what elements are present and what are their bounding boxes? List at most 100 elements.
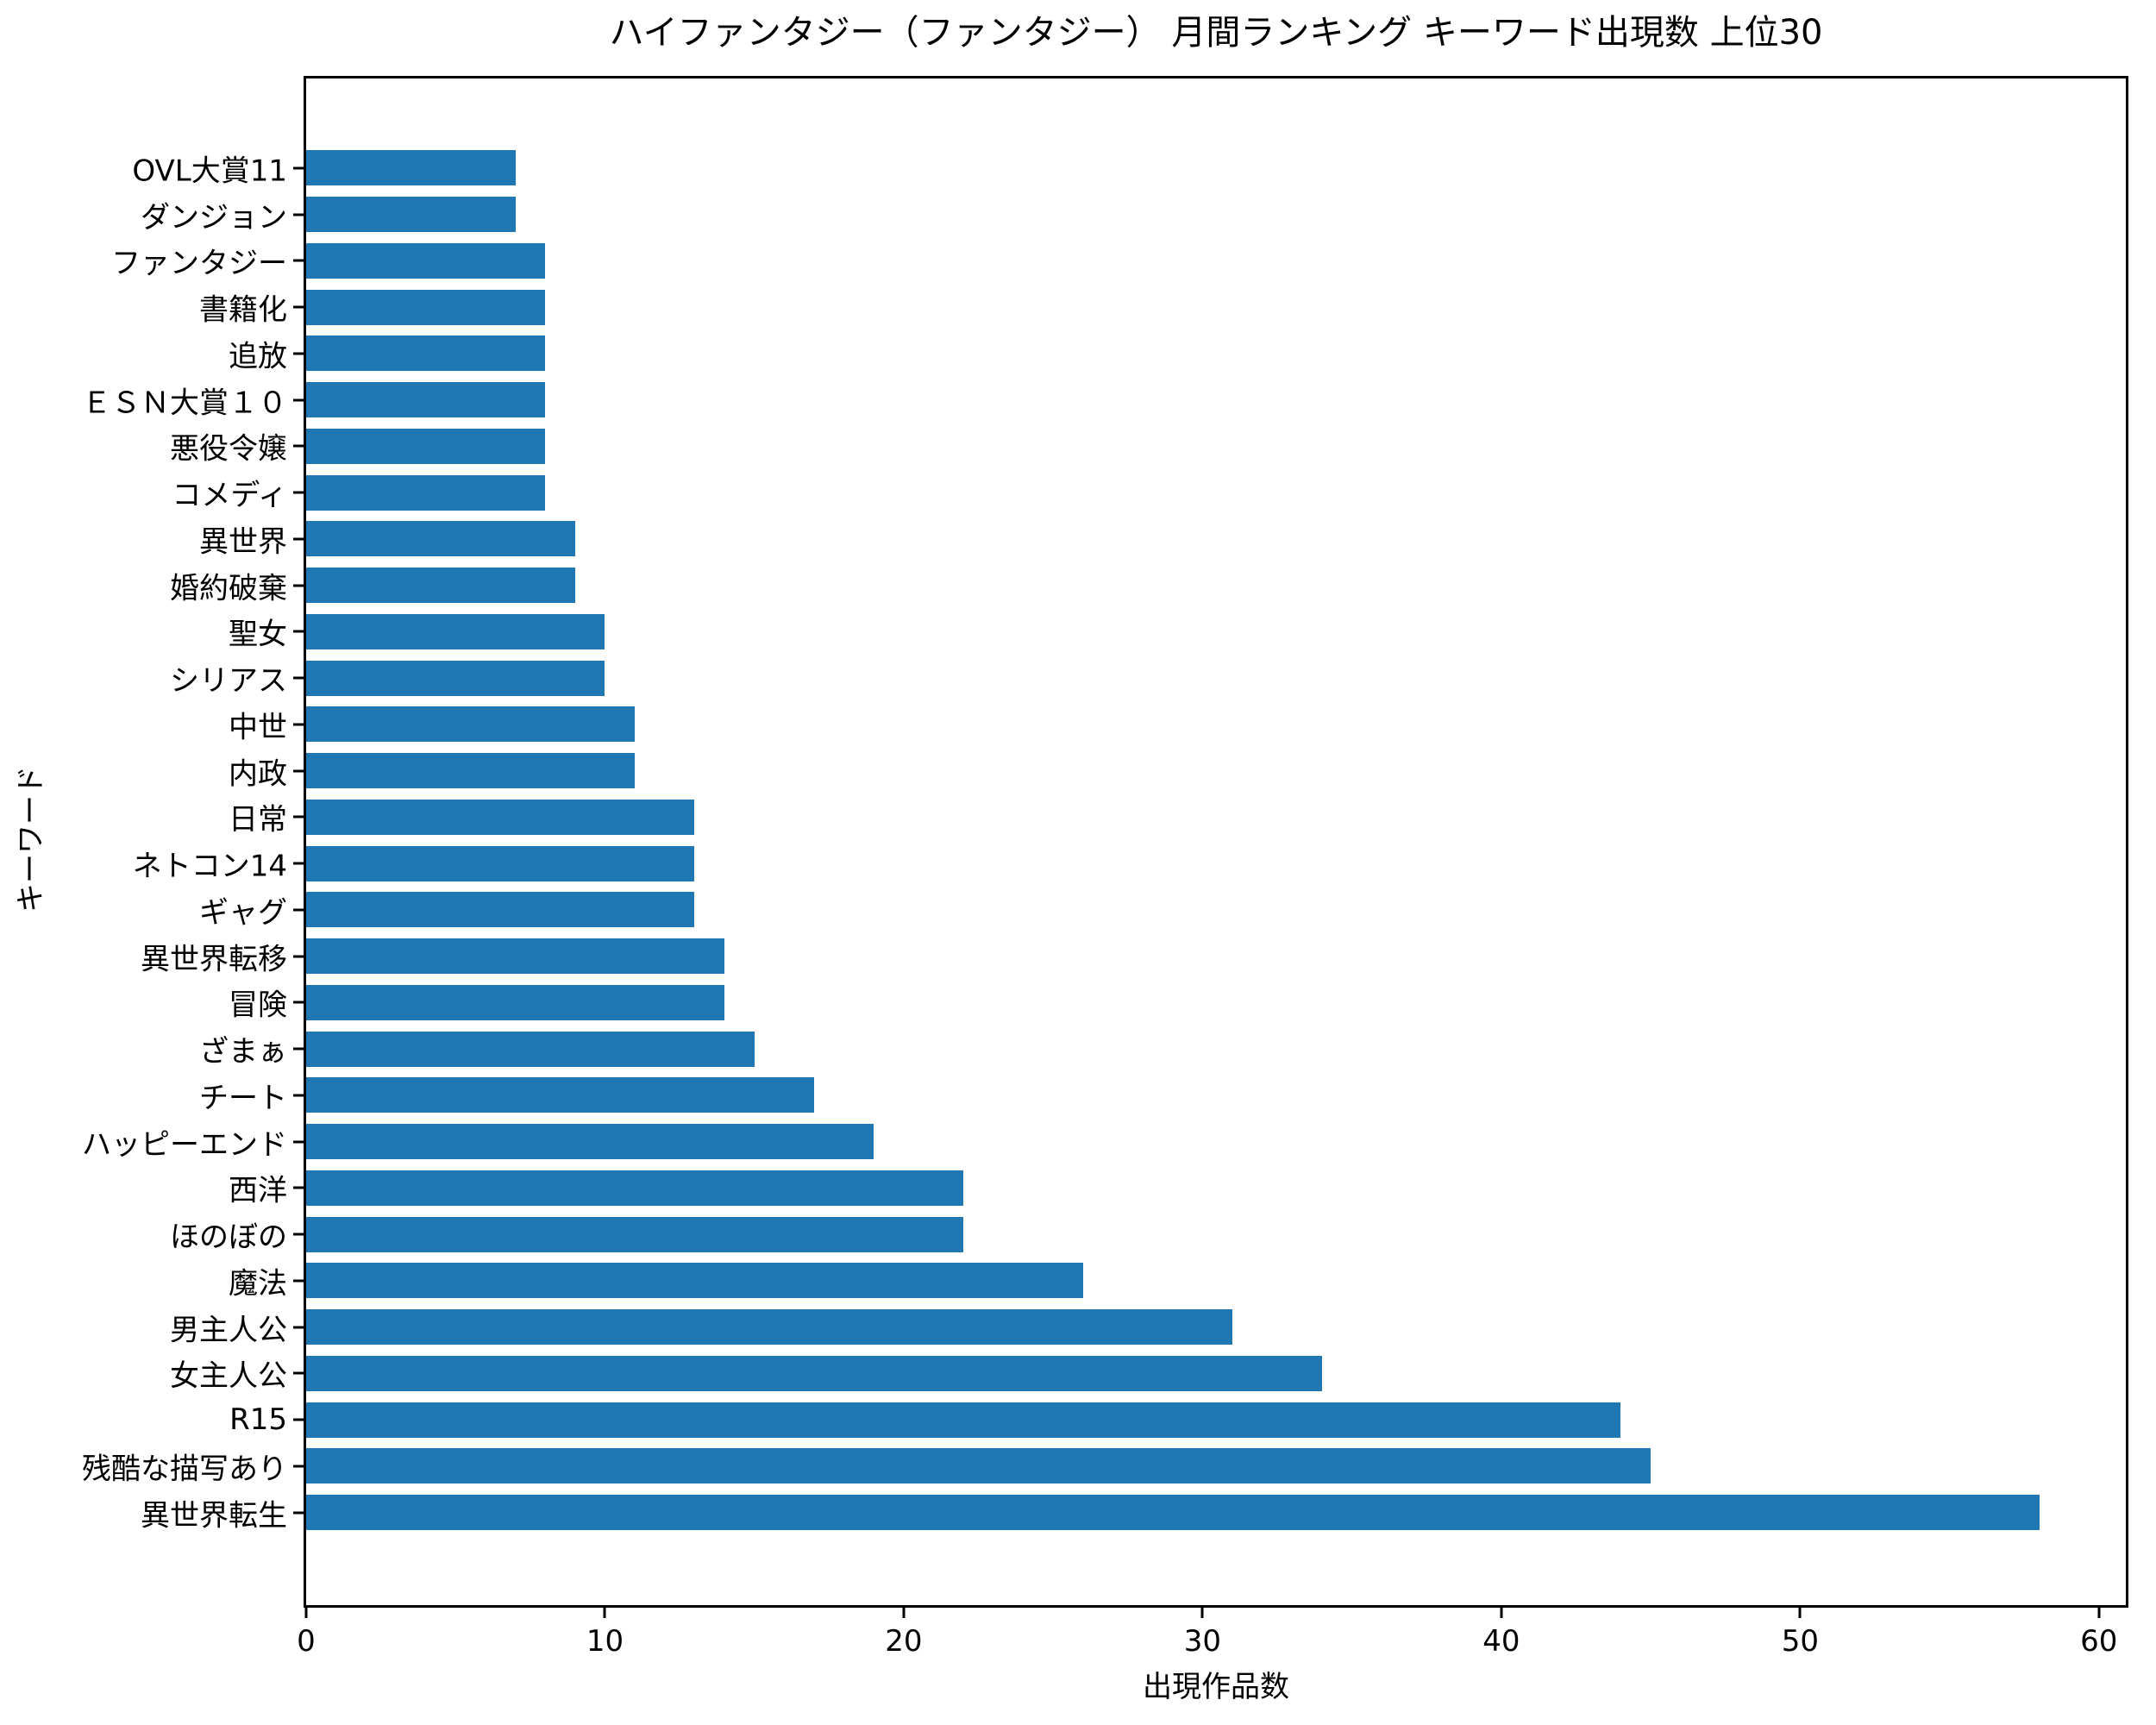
- chart-title: ハイファンタジー（ファンタジー） 月間ランキング キーワード出現数 上位30: [609, 13, 1823, 53]
- category-label: コメディ: [172, 478, 287, 513]
- y-tick-mark: [293, 1326, 304, 1329]
- x-axis-label: 出現作品数: [1143, 1670, 1289, 1704]
- y-tick-mark: [293, 1140, 304, 1144]
- bar-row: 追放: [229, 330, 2126, 377]
- bar: [306, 1263, 1083, 1299]
- bar-row: 日常: [229, 794, 2126, 841]
- y-tick-mark: [293, 444, 304, 448]
- category-label: 異世界: [199, 524, 287, 560]
- y-tick-mark: [293, 491, 304, 494]
- bar-row: 異世界: [199, 516, 2126, 562]
- y-tick-mark: [293, 584, 304, 587]
- bar: [306, 845, 695, 881]
- y-axis-label: キーワード: [14, 766, 48, 913]
- y-tick-mark: [293, 213, 304, 216]
- x-tick-label: 60: [2080, 1624, 2118, 1659]
- bar: [306, 984, 725, 1020]
- y-tick-mark: [293, 1465, 304, 1468]
- bar: [306, 568, 575, 604]
- y-tick-mark: [293, 398, 304, 402]
- bar: [306, 706, 636, 743]
- category-label: ＥＳＮ大賞１０: [82, 386, 287, 421]
- bar-row: 異世界転生: [141, 1490, 2126, 1536]
- bar-row: ギャグ: [199, 887, 2126, 933]
- bar: [306, 1031, 755, 1067]
- category-label: OVL大賞11: [132, 154, 287, 189]
- bar-row: シリアス: [170, 655, 2126, 701]
- category-label: 異世界転移: [141, 942, 287, 977]
- x-tick-mark: [1500, 1608, 1503, 1618]
- category-label: ほのぼの: [170, 1220, 287, 1255]
- bar: [306, 892, 695, 928]
- y-tick-mark: [293, 630, 304, 633]
- bar-row: 中世: [229, 701, 2126, 748]
- x-tick-mark: [603, 1608, 606, 1618]
- x-tick-label: 20: [885, 1624, 923, 1659]
- x-tick-mark: [304, 1608, 308, 1618]
- bar: [306, 242, 546, 279]
- bar: [306, 289, 546, 325]
- category-label: シリアス: [170, 663, 287, 699]
- bar-row: R15: [229, 1396, 2126, 1443]
- bar-row: ダンジョン: [141, 191, 2126, 238]
- y-tick-mark: [293, 723, 304, 726]
- bar-row: 残酷な描写あり: [82, 1443, 2126, 1490]
- category-label: 内政: [229, 756, 287, 792]
- bar-row: ハッピーエンド: [82, 1119, 2126, 1165]
- bar-row: ほのぼの: [170, 1211, 2126, 1258]
- y-tick-mark: [293, 676, 304, 680]
- bar: [306, 197, 516, 233]
- bar: [306, 938, 725, 975]
- x-tick-mark: [902, 1608, 906, 1618]
- bar: [306, 1495, 2040, 1531]
- category-label: 西洋: [229, 1173, 287, 1208]
- y-tick-mark: [293, 1094, 304, 1097]
- bar: [306, 799, 695, 835]
- y-tick-mark: [293, 352, 304, 355]
- bar: [306, 1448, 1651, 1484]
- category-label: ネトコン14: [132, 849, 287, 884]
- bar-row: 男主人公: [170, 1304, 2126, 1351]
- bar: [306, 753, 636, 789]
- bars-container: OVL大賞11 ダンジョン ファンタジー 書籍化 追放 ＥＳＮ大賞１０ 悪役令嬢 コメディ 異世…: [82, 145, 2126, 1536]
- y-tick-mark: [293, 769, 304, 773]
- bar-row: 聖女: [229, 609, 2126, 656]
- y-tick-mark: [293, 1418, 304, 1421]
- y-tick-mark: [293, 908, 304, 912]
- bar-row: 冒険: [229, 980, 2126, 1026]
- y-tick-mark: [293, 166, 304, 170]
- bar: [306, 1077, 814, 1113]
- bar-row: 内政: [229, 748, 2126, 794]
- y-tick-mark: [293, 862, 304, 865]
- x-tick-mark: [1200, 1608, 1204, 1618]
- y-tick-mark: [293, 1233, 304, 1236]
- category-label: 聖女: [229, 617, 287, 652]
- category-label: ハッピーエンド: [82, 1127, 287, 1163]
- y-tick-mark: [293, 1186, 304, 1189]
- category-label: 魔法: [229, 1266, 287, 1302]
- bar-row: 女主人公: [170, 1351, 2126, 1397]
- y-tick-mark: [293, 259, 304, 262]
- bar: [306, 1355, 1322, 1391]
- category-label: ざまぁ: [199, 1034, 287, 1070]
- x-tick-label: 0: [297, 1624, 316, 1659]
- bar: [306, 1216, 964, 1252]
- x-tick-label: 30: [1183, 1624, 1222, 1659]
- category-label: 悪役令嬢: [170, 431, 287, 467]
- x-tick-mark: [2097, 1608, 2101, 1618]
- y-tick-mark: [293, 1511, 304, 1515]
- category-label: ギャグ: [199, 895, 287, 931]
- y-tick-mark: [293, 815, 304, 819]
- category-label: 婚約破棄: [170, 571, 287, 606]
- bar-row: チート: [199, 1072, 2126, 1119]
- bar: [306, 521, 575, 557]
- category-label: チート: [199, 1081, 287, 1116]
- bar: [306, 336, 546, 372]
- bar-row: コメディ: [172, 469, 2126, 516]
- bar: [306, 660, 605, 696]
- bar: [306, 1124, 874, 1160]
- category-label: ダンジョン: [141, 200, 287, 235]
- category-label: 異世界転生: [141, 1498, 287, 1534]
- y-tick-mark: [293, 1371, 304, 1375]
